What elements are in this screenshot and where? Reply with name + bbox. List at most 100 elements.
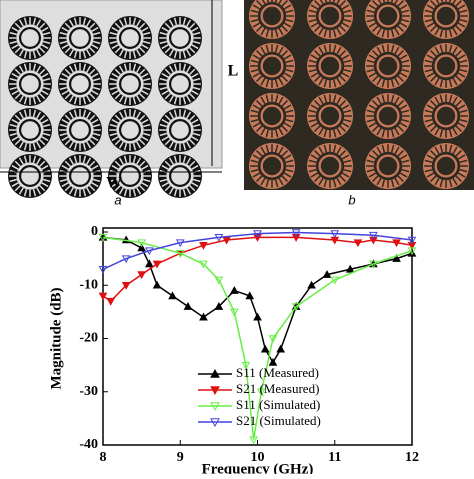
slot bbox=[191, 136, 199, 142]
slot bbox=[376, 127, 382, 136]
slot bbox=[111, 26, 119, 32]
slot bbox=[168, 49, 174, 57]
slot bbox=[18, 157, 24, 165]
slot bbox=[11, 136, 19, 142]
slot bbox=[397, 125, 404, 132]
slot bbox=[439, 79, 444, 88]
slot bbox=[339, 100, 346, 107]
marker bbox=[260, 344, 270, 353]
slot bbox=[42, 77, 51, 82]
slot bbox=[189, 93, 196, 100]
slot bbox=[401, 109, 410, 114]
slot bbox=[366, 59, 375, 64]
slot bbox=[168, 141, 174, 149]
slot bbox=[283, 72, 292, 78]
slot bbox=[32, 96, 37, 105]
slot bbox=[111, 44, 119, 50]
slot bbox=[459, 18, 468, 23]
slot bbox=[256, 125, 263, 132]
slot bbox=[252, 22, 261, 28]
slot bbox=[161, 136, 169, 142]
slot bbox=[265, 79, 270, 88]
slot bbox=[260, 146, 266, 155]
slot bbox=[381, 179, 386, 188]
slot bbox=[341, 22, 350, 28]
slot bbox=[109, 178, 118, 183]
slot bbox=[14, 93, 21, 100]
slot bbox=[457, 154, 466, 160]
inner-ring bbox=[376, 54, 400, 78]
slot bbox=[136, 95, 142, 103]
slot bbox=[332, 44, 337, 53]
slot bbox=[390, 94, 395, 103]
slot bbox=[14, 47, 21, 54]
series-line bbox=[102, 236, 413, 440]
marker bbox=[257, 388, 266, 397]
slot bbox=[39, 160, 46, 167]
slot bbox=[189, 185, 196, 192]
y-tick-label: -30 bbox=[79, 384, 98, 399]
slot bbox=[186, 19, 192, 27]
slot bbox=[401, 18, 410, 23]
inner-ring bbox=[19, 27, 41, 49]
slot bbox=[61, 136, 69, 142]
slot bbox=[256, 25, 263, 32]
slot bbox=[323, 144, 328, 153]
slot bbox=[274, 29, 279, 38]
slot bbox=[310, 72, 319, 78]
panel-b-cells bbox=[249, 0, 469, 189]
slot bbox=[136, 141, 142, 149]
slot bbox=[64, 93, 71, 100]
inner-ring bbox=[376, 4, 400, 28]
marker bbox=[199, 242, 208, 250]
slot bbox=[424, 168, 433, 173]
x-tick-label: 11 bbox=[328, 450, 341, 465]
marker bbox=[168, 291, 177, 300]
slot bbox=[452, 146, 458, 155]
slot bbox=[256, 50, 263, 57]
slot bbox=[86, 187, 92, 195]
slot bbox=[343, 59, 352, 64]
slot bbox=[32, 188, 37, 197]
legend-marker bbox=[210, 418, 220, 428]
marker bbox=[98, 234, 108, 242]
slot bbox=[424, 18, 433, 23]
slot bbox=[111, 164, 119, 170]
slot bbox=[426, 122, 435, 128]
inner-ring bbox=[118, 72, 141, 95]
marker bbox=[330, 230, 340, 239]
slot bbox=[308, 59, 317, 64]
slot bbox=[23, 188, 28, 197]
marker bbox=[214, 276, 224, 285]
slot bbox=[64, 47, 71, 54]
slot bbox=[111, 72, 119, 78]
marker bbox=[369, 231, 378, 240]
slot bbox=[281, 125, 288, 132]
slot bbox=[91, 72, 99, 78]
slot bbox=[310, 22, 319, 28]
inner-ring bbox=[68, 72, 91, 95]
slot bbox=[332, 29, 337, 38]
slot bbox=[341, 172, 350, 178]
marker bbox=[152, 260, 162, 269]
slot bbox=[274, 179, 279, 188]
slot bbox=[426, 104, 435, 110]
slot bbox=[376, 146, 382, 155]
marker bbox=[392, 239, 401, 248]
slot bbox=[14, 114, 21, 121]
x-tick-label: 10 bbox=[251, 450, 265, 465]
slot bbox=[252, 172, 261, 178]
inner-ring bbox=[19, 165, 41, 188]
slot bbox=[452, 46, 458, 55]
slot bbox=[36, 49, 42, 57]
marker bbox=[322, 270, 332, 278]
slot bbox=[89, 93, 96, 100]
slot bbox=[434, 177, 440, 186]
marker bbox=[407, 247, 417, 256]
slot bbox=[111, 136, 119, 142]
slot bbox=[114, 93, 121, 100]
slot bbox=[399, 54, 408, 60]
marker bbox=[183, 302, 193, 310]
slot bbox=[192, 86, 201, 91]
slot bbox=[91, 26, 99, 32]
